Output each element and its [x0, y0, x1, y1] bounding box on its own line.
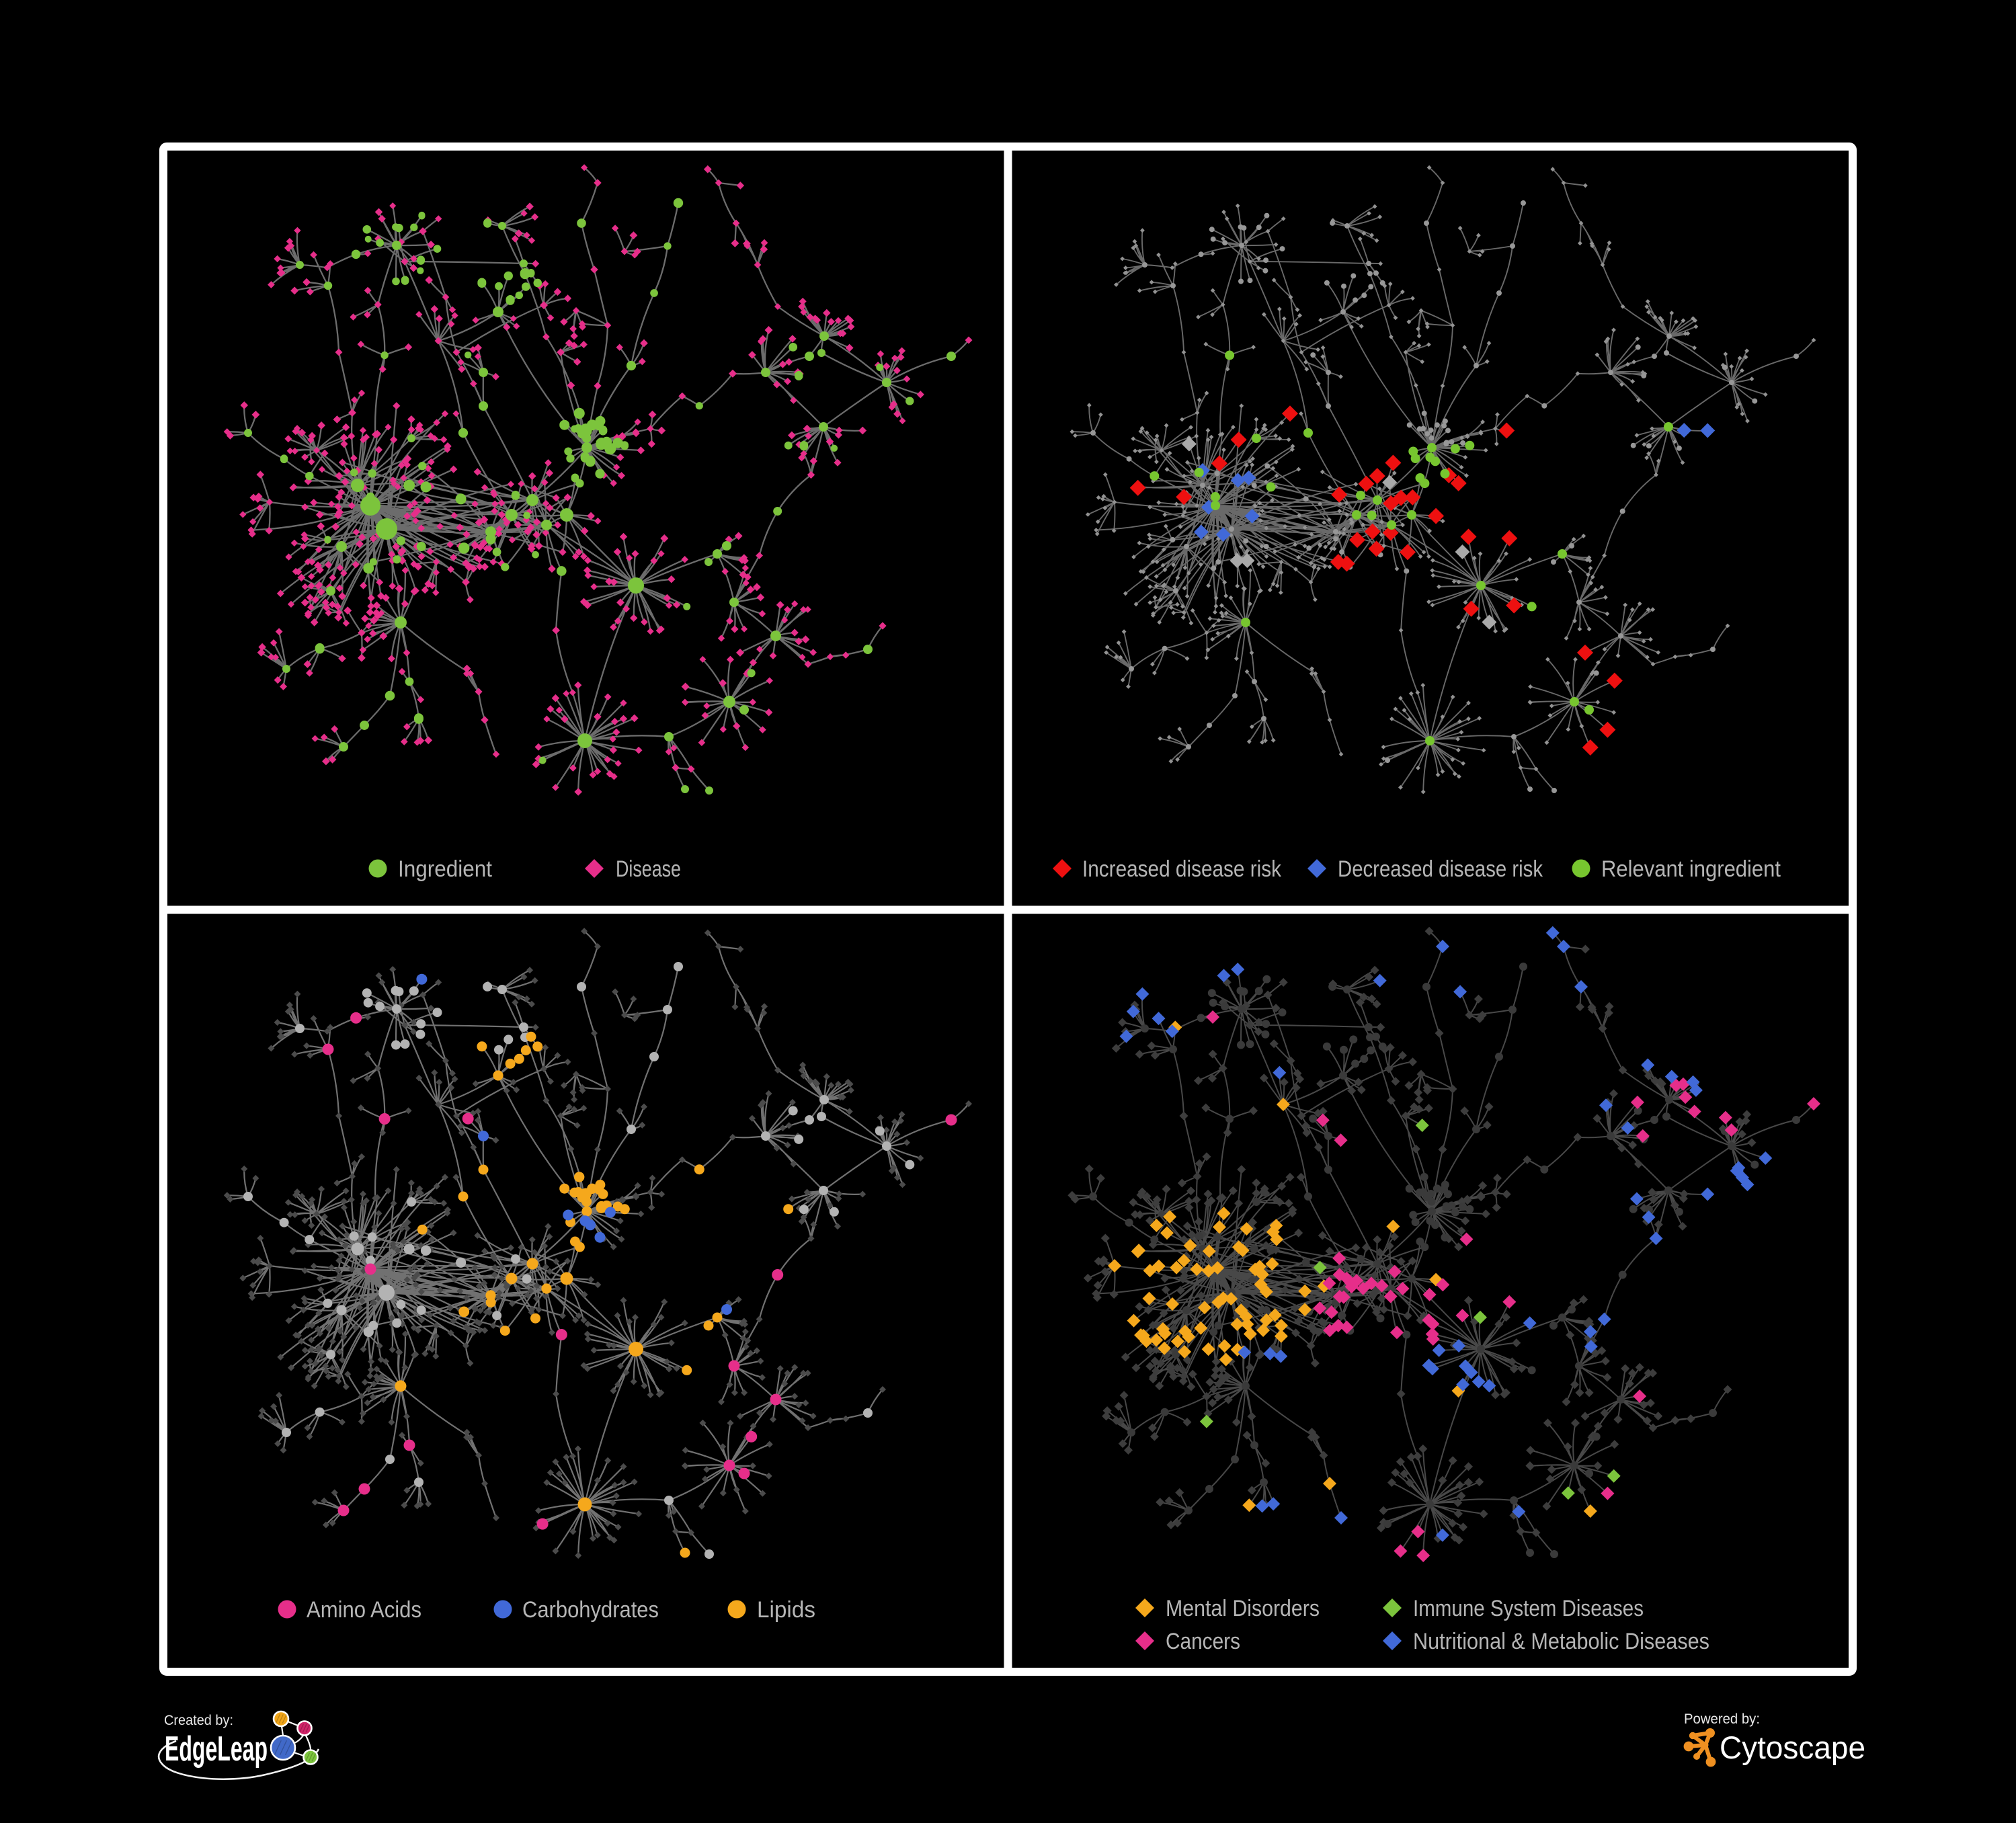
- svg-text:Mental Disorders: Mental Disorders: [1166, 1596, 1320, 1621]
- svg-text:EdgeLeap: EdgeLeap: [165, 1730, 268, 1769]
- svg-text:Cytoscape: Cytoscape: [1720, 1730, 1865, 1765]
- svg-text:Carbohydrates: Carbohydrates: [522, 1597, 659, 1623]
- svg-text:Decreased disease risk: Decreased disease risk: [1338, 856, 1543, 882]
- svg-text:Immune System Diseases: Immune System Diseases: [1413, 1596, 1644, 1621]
- svg-text:Relevant ingredient: Relevant ingredient: [1601, 856, 1781, 882]
- svg-text:Cancers: Cancers: [1166, 1629, 1240, 1654]
- svg-text:Lipids: Lipids: [757, 1597, 815, 1623]
- svg-text:Powered by:: Powered by:: [1684, 1711, 1760, 1727]
- svg-text:Ingredient: Ingredient: [398, 856, 493, 882]
- svg-text:Created by:: Created by:: [164, 1713, 233, 1728]
- svg-text:Amino Acids: Amino Acids: [307, 1597, 421, 1623]
- svg-text:Increased disease risk: Increased disease risk: [1082, 856, 1282, 882]
- svg-text:Nutritional & Metabolic Diseas: Nutritional & Metabolic Diseases: [1413, 1629, 1709, 1654]
- svg-text:Disease: Disease: [616, 856, 681, 882]
